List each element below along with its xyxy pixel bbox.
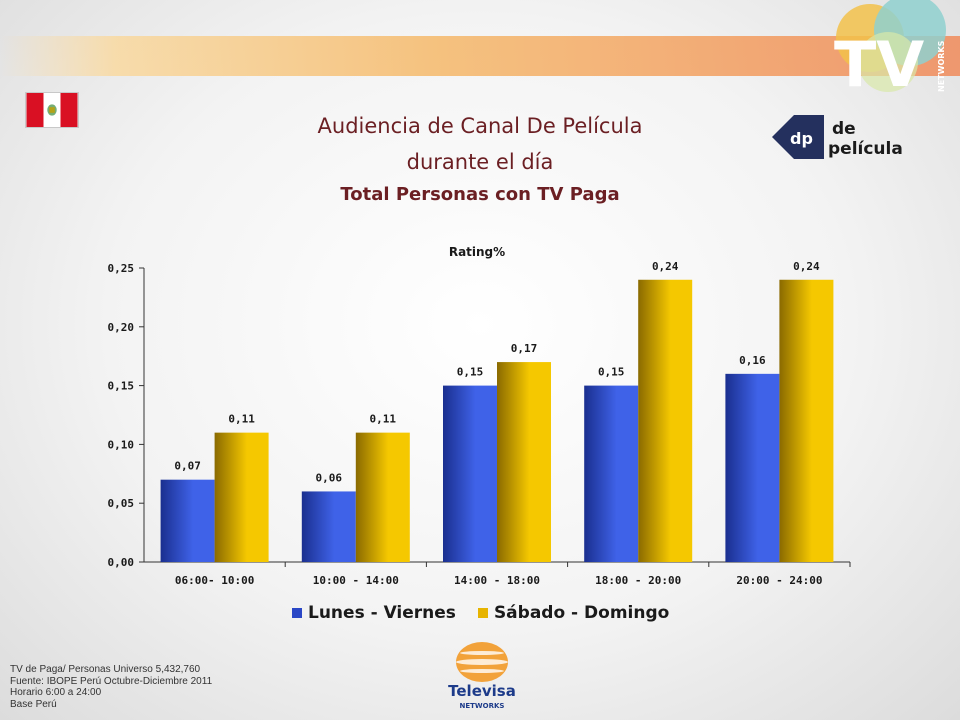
bar-lunes-viernes xyxy=(160,479,215,562)
footnote-source: Fuente: IBOPE Perú Octubre-Diciembre 201… xyxy=(10,675,213,687)
data-label: 0,15 xyxy=(457,366,484,379)
footnote-base: Base Perú xyxy=(10,698,57,710)
data-label: 0,11 xyxy=(228,413,255,426)
y-tick-label: 0,25 xyxy=(108,262,135,275)
data-label: 0,06 xyxy=(316,471,343,484)
page-title-line1: Audiencia de Canal De Película xyxy=(317,114,643,138)
x-tick-label: 18:00 - 20:00 xyxy=(595,574,681,587)
page-subtitle: Total Personas con TV Paga xyxy=(340,184,620,205)
de-pelicula-logo: dp de película xyxy=(772,115,903,159)
y-tick-label: 0,00 xyxy=(108,556,135,569)
bar-sabado-domingo xyxy=(355,432,410,562)
bar-sabado-domingo xyxy=(779,279,834,562)
bar-lunes-viernes xyxy=(443,385,497,562)
footnote-universe: TV de Paga/ Personas Universo 5,432,760 xyxy=(10,664,201,675)
data-label: 0,24 xyxy=(652,260,679,273)
legend-label-sabado-domingo: Sábado - Domingo xyxy=(493,603,670,623)
footnote-schedule: Horario 6:00 a 24:00 xyxy=(10,687,102,698)
tv-networks-logo: TV NETWORKS xyxy=(834,0,946,100)
x-tick-label: 06:00- 10:00 xyxy=(175,574,254,587)
bar-lunes-viernes xyxy=(725,373,780,562)
svg-text:de: de xyxy=(832,119,856,139)
svg-text:TV: TV xyxy=(834,28,924,100)
data-label: 0,07 xyxy=(174,460,201,473)
bar-sabado-domingo xyxy=(497,362,551,562)
bar-chart: Rating% 0,00 0,05 0,10 0,15 0,20 0,25 06:00- 10… xyxy=(108,245,851,587)
x-tick-label: 20:00 - 24:00 xyxy=(736,574,822,587)
legend-item-lunes-viernes: Lunes - Viernes xyxy=(292,603,456,623)
legend-label-lunes-viernes: Lunes - Viernes xyxy=(308,603,456,623)
page-title-line2: durante el día xyxy=(406,150,554,174)
bar-sabado-domingo xyxy=(214,432,269,562)
data-label: 0,15 xyxy=(598,366,625,379)
legend-swatch-sabado-domingo xyxy=(477,608,488,618)
data-label: 0,16 xyxy=(739,354,766,367)
bar-lunes-viernes xyxy=(301,491,356,562)
svg-text:dp: dp xyxy=(790,129,813,148)
data-label: 0,17 xyxy=(511,342,538,355)
legend-item-sabado-domingo: Sábado - Domingo xyxy=(477,603,670,623)
footnotes: TV de Paga/ Personas Universo 5,432,760 … xyxy=(10,664,212,710)
top-decorative-band xyxy=(0,36,960,76)
y-tick-label: 0,20 xyxy=(108,321,135,334)
data-label: 0,24 xyxy=(793,260,820,273)
televisa-networks-logo: Televisa NETWORKS xyxy=(448,642,516,710)
chart-title: Rating% xyxy=(449,245,505,259)
svg-text:película: película xyxy=(828,139,903,159)
bar-lunes-viernes xyxy=(584,385,639,562)
x-tick-label: 14:00 - 18:00 xyxy=(454,574,540,587)
x-tick-label: 10:00 - 14:00 xyxy=(313,574,399,587)
y-tick-label: 0,15 xyxy=(108,380,135,393)
data-label: 0,11 xyxy=(370,413,397,426)
chart-legend: Lunes - Viernes Sábado - Domingo xyxy=(292,603,669,623)
legend-swatch-lunes-viernes xyxy=(292,608,302,618)
y-tick-label: 0,10 xyxy=(108,438,135,451)
svg-text:NETWORKS: NETWORKS xyxy=(460,702,505,710)
y-tick-label: 0,05 xyxy=(108,497,135,510)
bar-sabado-domingo xyxy=(638,279,693,562)
svg-text:NETWORKS: NETWORKS xyxy=(937,40,946,92)
peru-flag-icon xyxy=(25,92,79,128)
svg-text:Televisa: Televisa xyxy=(448,682,516,700)
